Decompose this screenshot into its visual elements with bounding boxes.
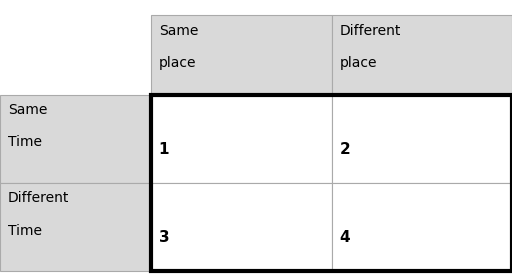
- Bar: [0, 183, 151, 271]
- Text: Same

place: Same place: [159, 24, 198, 70]
- Bar: [151, 183, 332, 271]
- Bar: [332, 95, 512, 183]
- Bar: [0, 95, 151, 183]
- Text: Same

Time: Same Time: [8, 103, 47, 149]
- Text: 4: 4: [339, 230, 350, 245]
- Bar: [332, 183, 512, 271]
- Bar: [151, 95, 512, 271]
- Text: 2: 2: [339, 142, 350, 157]
- Text: 1: 1: [159, 142, 169, 157]
- Text: 3: 3: [159, 230, 169, 245]
- Bar: [151, 15, 332, 95]
- Bar: [151, 95, 332, 183]
- Text: Different

Time: Different Time: [8, 191, 69, 238]
- Bar: [332, 15, 512, 95]
- Bar: [0, 15, 151, 95]
- Text: Different

place: Different place: [339, 24, 401, 70]
